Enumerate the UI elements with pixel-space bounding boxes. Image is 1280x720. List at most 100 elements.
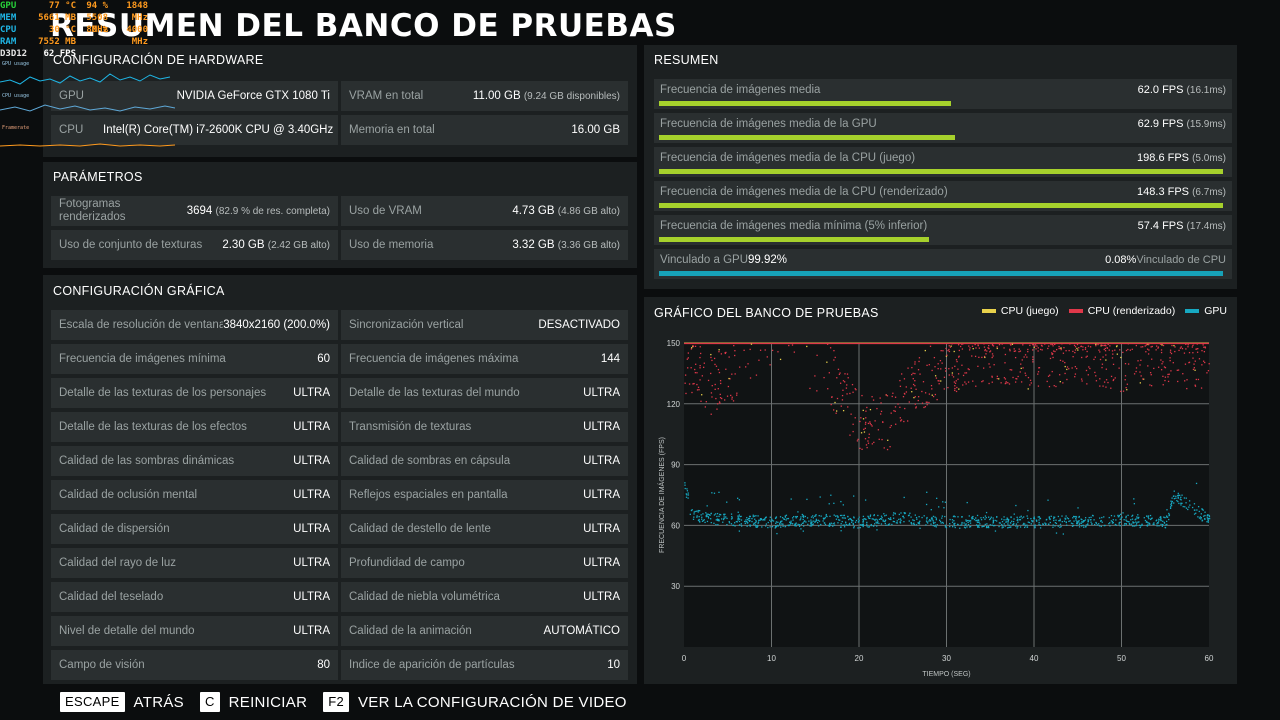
gpu-point bbox=[686, 490, 689, 492]
cpu-render-point bbox=[1114, 377, 1116, 379]
legend-item: CPU (juego) bbox=[981, 305, 1059, 317]
cpu-render-point bbox=[922, 381, 925, 383]
gpu-point bbox=[1109, 522, 1111, 524]
gpu-point bbox=[957, 523, 959, 526]
c-key[interactable]: C bbox=[199, 692, 220, 712]
cpu-render-point bbox=[1177, 380, 1179, 383]
cpu-render-point bbox=[1041, 345, 1043, 347]
gpu-point bbox=[730, 513, 733, 515]
cpu-render-point bbox=[1047, 347, 1049, 350]
gpu-point bbox=[726, 517, 728, 520]
cpu-render-point bbox=[880, 410, 883, 413]
cpu-render-point bbox=[1071, 367, 1073, 369]
cpu-render-point bbox=[873, 441, 875, 444]
cpu-render-point bbox=[1185, 343, 1187, 345]
cpu-render-point bbox=[1063, 347, 1065, 349]
cpu-render-point bbox=[745, 366, 747, 368]
cpu-render-point bbox=[874, 420, 876, 422]
gpu-point bbox=[1148, 518, 1150, 520]
cpu-render-point bbox=[988, 347, 990, 350]
cpu-render-point bbox=[935, 377, 938, 379]
cpu-render-point bbox=[1082, 349, 1084, 351]
gpu-point bbox=[1165, 520, 1168, 523]
restart-action[interactable]: REINICIAR bbox=[228, 693, 308, 711]
gpu-point bbox=[1001, 525, 1003, 527]
gpu-point bbox=[1197, 516, 1199, 518]
graphics-setting-row: Frecuencia de imágenes mínima 60 bbox=[51, 344, 338, 374]
gpu-point bbox=[698, 520, 701, 522]
gpu-point bbox=[985, 526, 988, 529]
graphics-settings-panel: CONFIGURACIÓN GRÁFICA Escala de resoluci… bbox=[43, 275, 637, 684]
cpu-render-point bbox=[1010, 344, 1012, 346]
cpu-render-point bbox=[908, 401, 910, 403]
overlay-v3 bbox=[108, 12, 148, 24]
gpu-point bbox=[759, 519, 761, 521]
gpu-point bbox=[1136, 516, 1138, 518]
gpu-point bbox=[971, 518, 973, 520]
setting-label: Calidad de niebla volumétrica bbox=[349, 591, 500, 603]
cpu-render-point bbox=[857, 438, 859, 441]
gpu-point bbox=[736, 521, 738, 523]
cpu-render-point bbox=[718, 371, 721, 374]
benchmark-graph-panel: GRÁFICO DEL BANCO DE PRUEBAS CPU (juego)… bbox=[644, 297, 1237, 684]
cpu-render-point bbox=[1161, 344, 1163, 346]
setting-label: Detalle de las texturas de los personaje… bbox=[59, 387, 267, 399]
gpu-point bbox=[801, 522, 804, 524]
gpu-point bbox=[728, 522, 731, 524]
cpu-render-point bbox=[1016, 378, 1018, 380]
gpu-point bbox=[961, 516, 963, 518]
gpu-point bbox=[1062, 533, 1064, 535]
gpu-point bbox=[797, 523, 799, 526]
cpu-render-point bbox=[954, 385, 956, 387]
f2-key[interactable]: F2 bbox=[323, 692, 349, 712]
gpu-point bbox=[903, 512, 905, 514]
cpu-render-point bbox=[701, 375, 703, 377]
gpu-point bbox=[862, 521, 864, 523]
gpu-point bbox=[914, 514, 916, 516]
cpu-render-point bbox=[693, 382, 695, 385]
gpu-point bbox=[949, 518, 951, 521]
video-settings-action[interactable]: VER LA CONFIGURACIÓN DE VIDEO bbox=[357, 693, 627, 711]
gpu-point bbox=[1156, 523, 1158, 525]
gpu-point bbox=[801, 513, 804, 516]
gpu-point bbox=[984, 515, 987, 517]
cpu-render-point bbox=[1116, 353, 1118, 355]
gpu-point bbox=[985, 525, 988, 528]
cpu-render-point bbox=[1194, 385, 1197, 387]
gpu-point bbox=[932, 521, 935, 523]
gpu-point bbox=[1059, 526, 1061, 528]
gpu-point bbox=[1133, 525, 1135, 527]
gpu-point bbox=[1177, 494, 1180, 496]
gpu-point bbox=[758, 519, 760, 521]
gpu-point bbox=[977, 526, 979, 528]
gpu-point bbox=[994, 530, 997, 532]
gpu-point bbox=[915, 516, 918, 519]
cpu-render-point bbox=[1034, 345, 1036, 348]
gpu-point bbox=[863, 518, 865, 520]
cpu-render-point bbox=[1085, 356, 1087, 358]
gpu-point bbox=[784, 526, 786, 528]
gpu-point bbox=[987, 525, 990, 528]
cpu-render-point bbox=[1098, 349, 1100, 351]
escape-key[interactable]: ESCAPE bbox=[60, 692, 125, 712]
gpu-point bbox=[1208, 515, 1211, 518]
back-action[interactable]: ATRÁS bbox=[133, 693, 184, 711]
cpu-render-point bbox=[826, 343, 829, 345]
cpu-render-point bbox=[700, 352, 702, 355]
setting-label: Escala de resolución de ventana bbox=[59, 319, 224, 331]
cpu-render-point bbox=[1064, 361, 1066, 364]
gpu-point bbox=[1027, 509, 1029, 512]
cpu-render-point bbox=[713, 357, 716, 360]
gpu-point bbox=[1200, 513, 1202, 515]
gpu-point bbox=[746, 520, 748, 523]
cpu-render-point bbox=[1086, 355, 1088, 357]
cpu-render-point bbox=[1167, 380, 1170, 383]
gpu-point bbox=[862, 524, 864, 527]
gpu-point bbox=[1087, 519, 1089, 521]
gpu-point bbox=[975, 519, 977, 522]
cpu-render-point bbox=[859, 447, 861, 450]
gpu-point bbox=[1206, 517, 1208, 519]
cpu-render-point bbox=[1085, 369, 1088, 372]
gpu-point bbox=[1157, 520, 1160, 522]
